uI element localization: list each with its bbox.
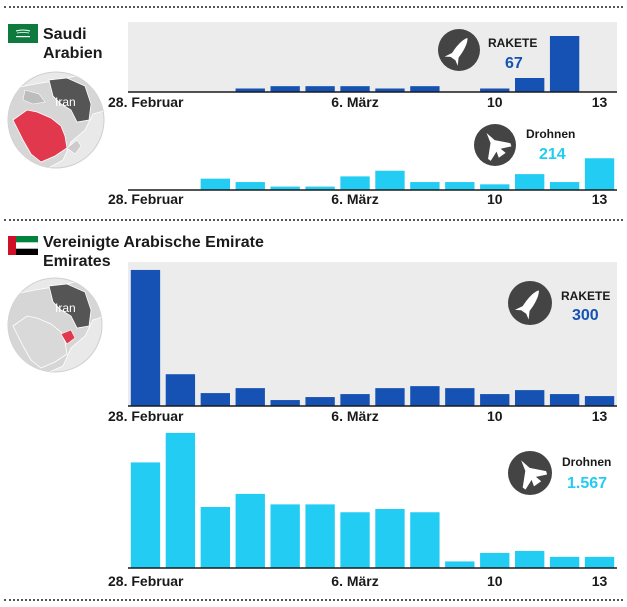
bar xyxy=(445,561,475,568)
bar xyxy=(165,374,196,406)
bar xyxy=(235,493,265,568)
bar xyxy=(340,176,370,190)
series-label: RAKETE xyxy=(561,289,610,303)
tick-label: 6. März xyxy=(331,573,378,589)
chart-panel xyxy=(128,262,617,406)
tick-label: 10 xyxy=(487,191,503,207)
map-label-iran: Iran xyxy=(55,301,76,315)
bar xyxy=(584,158,615,190)
bar xyxy=(515,174,545,190)
bar xyxy=(549,394,580,406)
series-total: 1.567 xyxy=(567,475,607,492)
drone-icon-shape xyxy=(486,132,512,161)
bar xyxy=(270,504,300,568)
bar xyxy=(340,512,370,568)
bar xyxy=(200,507,230,568)
section-separator xyxy=(4,219,623,221)
bar xyxy=(130,462,161,568)
country-title-uae: Vereinigte Arabische Emirate Emirates xyxy=(43,233,264,271)
bar xyxy=(305,397,335,406)
tick-label: 6. März xyxy=(331,408,378,424)
bar xyxy=(480,394,510,406)
tick-label: 28. Februar xyxy=(108,191,184,207)
bar xyxy=(340,86,370,92)
tick-label: 13 xyxy=(592,573,608,589)
bar xyxy=(584,556,615,568)
bar xyxy=(515,390,545,406)
bar xyxy=(375,388,405,406)
tick-label: 28. Februar xyxy=(108,573,184,589)
bar xyxy=(235,388,265,406)
bar xyxy=(515,550,545,568)
bar xyxy=(270,186,300,190)
bar xyxy=(549,36,580,92)
bar xyxy=(549,556,580,568)
series-label: Drohnen xyxy=(526,127,575,141)
bar xyxy=(200,178,230,190)
country-title-line: Vereinigte Arabische Emirate xyxy=(43,234,264,251)
rocket-icon-shape xyxy=(444,37,468,66)
bar xyxy=(480,88,510,92)
bar xyxy=(375,170,405,190)
tick-label: 6. März xyxy=(331,94,378,110)
map-label-iran: Iran xyxy=(55,95,76,109)
bar xyxy=(410,182,440,190)
bottom-separator xyxy=(4,599,623,601)
bar xyxy=(445,388,475,406)
bar xyxy=(235,88,265,92)
bar xyxy=(200,393,230,406)
drone-icon-shape xyxy=(521,460,548,490)
map-uae: Iran xyxy=(7,277,103,373)
tick-label: 13 xyxy=(592,94,608,110)
bar xyxy=(410,86,440,92)
bar xyxy=(305,186,335,190)
country-title-line: Saudi xyxy=(43,26,87,43)
bar xyxy=(130,269,161,406)
bar xyxy=(375,88,405,92)
bar xyxy=(340,394,370,406)
tick-label: 10 xyxy=(487,94,503,110)
tick-label: 13 xyxy=(592,408,608,424)
tick-label: 28. Februar xyxy=(108,408,184,424)
bar xyxy=(165,432,196,568)
country-title-line: Emirates xyxy=(43,253,111,270)
country-title-line: Arabien xyxy=(43,45,103,62)
series-total: 214 xyxy=(539,146,566,163)
bar xyxy=(410,512,440,568)
series-label: Drohnen xyxy=(562,455,611,469)
bar xyxy=(480,552,510,568)
tick-label: 10 xyxy=(487,573,503,589)
series-total: 300 xyxy=(572,307,599,324)
bar xyxy=(410,386,440,406)
bar xyxy=(305,86,335,92)
bar xyxy=(515,78,545,92)
bar xyxy=(305,504,335,568)
bar xyxy=(270,86,300,92)
bar xyxy=(549,182,580,190)
top-separator xyxy=(4,6,623,8)
country-title-saudi: Saudi Arabien xyxy=(43,25,103,63)
bar xyxy=(584,396,615,406)
tick-label: 28. Februar xyxy=(108,94,184,110)
bar xyxy=(445,182,475,190)
series-label: RAKETE xyxy=(488,36,537,50)
bar xyxy=(375,508,405,568)
bar xyxy=(235,182,265,190)
series-total: 67 xyxy=(505,55,523,72)
tick-label: 13 xyxy=(592,191,608,207)
bar xyxy=(480,184,510,190)
rocket-icon-shape xyxy=(514,290,539,320)
tick-label: 10 xyxy=(487,408,503,424)
uae-flag xyxy=(8,236,38,255)
bar xyxy=(270,400,300,406)
tick-label: 6. März xyxy=(331,191,378,207)
saudi-arabia-flag xyxy=(8,24,38,43)
map-saudi-arabia: Iran xyxy=(7,71,105,169)
